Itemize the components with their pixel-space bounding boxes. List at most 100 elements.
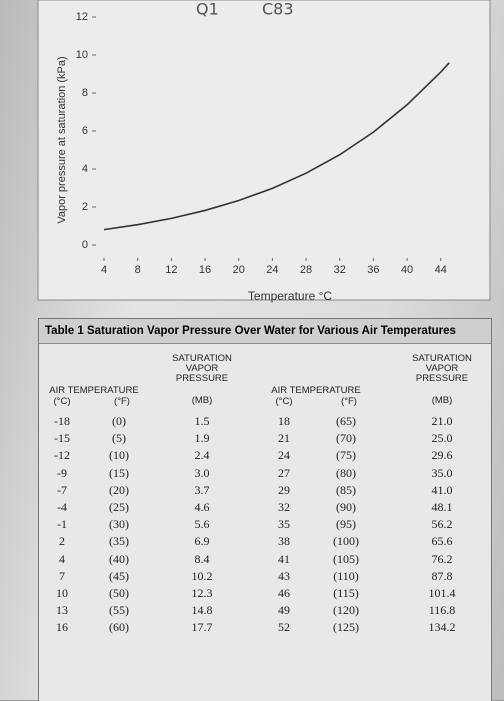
table-cell: 13 — [56, 603, 68, 618]
table-cell: 29.6 — [431, 448, 453, 463]
table-cell: (10) — [109, 448, 129, 463]
table-cell: 41 — [278, 551, 290, 566]
table-cell: 4.6 — [194, 500, 210, 514]
table-cell: (30) — [109, 517, 129, 532]
handwritten-note: C83 — [262, 0, 294, 19]
table-cell: 101.4 — [428, 586, 456, 600]
header-group: AIR TEMPERATURE — [49, 385, 139, 396]
table-cell: (0) — [112, 414, 126, 428]
table-cell: 2.4 — [194, 448, 210, 463]
table-cell: (85) — [336, 482, 356, 497]
y-tick-label: 2 — [82, 201, 88, 213]
x-tick-label: 40 — [401, 264, 413, 276]
handwritten-note: Q1 — [196, 0, 219, 19]
table-cell: 43 — [278, 568, 290, 583]
table-cell: 16 — [56, 620, 68, 635]
table-cell: 1.5 — [194, 414, 210, 428]
header-unit: (°F) — [341, 396, 357, 407]
table-cell: (50) — [109, 586, 129, 600]
table-cell: 18 — [278, 414, 290, 428]
table-cell: (70) — [336, 431, 356, 446]
table-cell: 2 — [59, 534, 65, 549]
table-cell: -7 — [57, 482, 67, 497]
table-cell: 76.2 — [431, 551, 453, 566]
table-cell: 4 — [59, 551, 65, 566]
table-cell: (80) — [336, 465, 356, 480]
table-cell: 21 — [278, 431, 290, 446]
header-unit: (MB) — [191, 395, 213, 406]
x-tick-label: 8 — [135, 264, 141, 276]
table-cell: 41.0 — [431, 482, 453, 497]
line-series — [103, 62, 450, 231]
table-cell: (55) — [109, 603, 129, 618]
table-cell: (105) — [333, 551, 359, 566]
header-unit: (°F) — [114, 396, 130, 407]
table-cell: 48.1 — [431, 500, 453, 514]
header-unit: (°C) — [53, 396, 71, 407]
table-cell: (75) — [336, 448, 356, 463]
table-cell: (95) — [336, 517, 356, 532]
table-cell: (60) — [109, 620, 129, 635]
table: Table 1 Saturation Vapor Pressure Over W… — [38, 318, 492, 701]
table-cell: -1 — [57, 517, 67, 532]
y-tick-label: 4 — [82, 163, 88, 175]
table-cell: 5.6 — [194, 517, 210, 532]
x-tick-label: 16 — [199, 264, 211, 276]
table-cell: -4 — [57, 500, 67, 514]
table-cell: -15 — [54, 431, 70, 446]
header-pressure: SATURATION VAPOR PRESSURE — [172, 353, 232, 384]
chart-frame — [37, 0, 491, 301]
x-tick-label: 12 — [165, 264, 177, 276]
table-cell: 35 — [278, 517, 290, 532]
header-pressure: SATURATION VAPOR PRESSURE — [412, 353, 472, 384]
table-cell: -12 — [54, 448, 70, 463]
table-cell: (35) — [109, 534, 129, 549]
x-axis-label: Temperature °C — [248, 289, 332, 303]
table-cell: 35.0 — [431, 465, 453, 480]
y-tick-label: 6 — [82, 125, 88, 137]
table-cell: 3.7 — [194, 482, 210, 497]
table-cell: 134.2 — [428, 620, 456, 635]
table-cell: (110) — [333, 568, 359, 583]
table-cell: (120) — [333, 603, 359, 618]
y-tick-label: 0 — [82, 239, 88, 251]
header-unit: (MB) — [431, 395, 453, 406]
table-cell: 12.3 — [191, 586, 213, 600]
table-cell: 14.8 — [191, 603, 213, 618]
table-cell: 1.9 — [194, 431, 210, 446]
y-tick-label: 10 — [76, 49, 88, 61]
table-cell: (115) — [333, 586, 359, 600]
x-tick-label: 24 — [266, 264, 278, 276]
table-cell: 65.6 — [431, 534, 453, 549]
table-cell: (65) — [336, 414, 356, 428]
table-cell: 32 — [278, 500, 290, 514]
table-title: Table 1 Saturation Vapor Pressure Over W… — [39, 319, 491, 344]
x-tick-label: 4 — [101, 264, 107, 276]
table-cell: 38 — [278, 534, 290, 549]
chart: Vapor pressure at saturation (kPa) Tempe… — [37, 0, 491, 303]
table-cell: 24 — [278, 448, 290, 463]
table-cell: 46 — [278, 586, 290, 600]
x-tick-label: 28 — [300, 264, 312, 276]
table-cell: 56.2 — [431, 517, 453, 532]
table-cell: -9 — [57, 465, 67, 480]
header-group: AIR TEMPERATURE — [271, 385, 361, 396]
table-cell: (100) — [333, 534, 359, 549]
x-tick-label: 32 — [334, 264, 346, 276]
table-cell: -18 — [54, 414, 70, 428]
table-cell: (125) — [333, 620, 359, 635]
x-tick-label: 44 — [435, 264, 447, 276]
y-tick-label: 8 — [82, 87, 88, 99]
table-cell: 87.8 — [431, 568, 453, 583]
table-cell: 8.4 — [194, 551, 210, 566]
table-cell: (90) — [336, 500, 356, 514]
table-cell: (45) — [109, 568, 129, 583]
table-cell: 7 — [59, 568, 65, 583]
table-cell: 49 — [278, 603, 290, 618]
table-cell: 116.8 — [428, 603, 456, 618]
table-cell: (20) — [109, 482, 129, 497]
table-cell: 21.0 — [431, 414, 453, 428]
table-cell: (25) — [109, 500, 129, 514]
table-cell: (5) — [112, 431, 126, 446]
table-cell: 27 — [278, 465, 290, 480]
